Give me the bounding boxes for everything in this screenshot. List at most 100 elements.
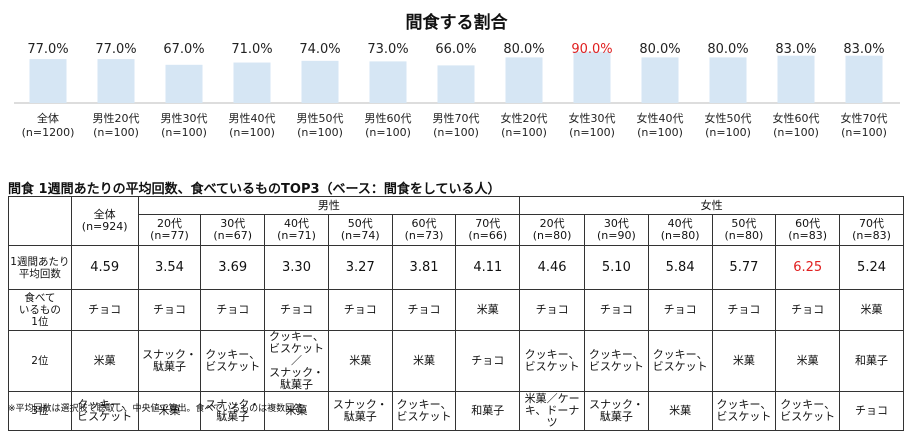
rank2-row-cell-9-line-0: クッキー、 [652, 348, 708, 361]
category-label-4-1: (n=100) [297, 126, 343, 139]
rank3-row-cell-6: 和菓子 [455, 391, 521, 431]
rank1-row-label: 食べて いるもの 1位 [8, 289, 72, 331]
avg-row-label-line-0: 1週間あたり [10, 255, 70, 268]
avg-row-cell-2-line-0: 3.69 [218, 259, 248, 275]
col-header-10: 50代 (n=80) [711, 214, 777, 246]
rank3-row-cell-2-line-0: スナック・ [205, 398, 261, 411]
category-label-0-1: (n=1200) [22, 126, 75, 139]
avg-row-cell-10-line-0: 5.77 [729, 259, 759, 275]
col-header-10-line-1: (n=80) [724, 229, 764, 242]
avg-row-cell-4: 3.27 [327, 245, 393, 290]
category-label-2-1: (n=100) [161, 126, 207, 139]
avg-row-cell-10: 5.77 [711, 245, 777, 290]
rank1-row-label-line-2: 1位 [31, 316, 49, 328]
rank3-row-cell-8: スナック・ 駄菓子 [583, 391, 649, 431]
col-header-3: 40代 (n=71) [264, 214, 329, 246]
table-heading: 間食 1週間あたりの平均回数、食べているものTOP3（ベース：間食をしている人） [8, 182, 501, 197]
group-header-row: 全体 (n=924) 男性 女性 [8, 196, 904, 246]
rank2-row-cell-1-line-0: スナック・ [142, 348, 197, 361]
rank2-row: 2位 米菓 スナック・駄菓子 クッキー、 ビスケット クッキー、 ビスケット／ スナック・ 駄菓… [8, 330, 904, 392]
rank1-row-cell-11: チョコ [775, 289, 841, 331]
rank3-row-cell-1-line-0: 米菓 [158, 404, 181, 417]
avg-row-cell-9: 5.84 [647, 245, 713, 290]
bar-1 [97, 59, 135, 103]
rank1-row-cell-10-line-0: チョコ [727, 303, 761, 316]
bar-10 [709, 57, 747, 103]
value-label-12: 83.0% [843, 42, 884, 57]
rank2-row-cell-4-line-0: 米菓 [349, 354, 372, 367]
col-header-total: 全体 (n=924) [70, 196, 139, 246]
bar-4 [301, 60, 339, 103]
rank1-row-cell-6-line-0: 米菓 [476, 303, 499, 316]
col-header-12: 70代 (n=83) [839, 214, 904, 246]
category-label-5-0: 男性60代 [365, 111, 412, 125]
rank3-row-cell-10-line-0: クッキー、 [716, 398, 772, 411]
col-header-9: 40代 (n=80) [647, 214, 713, 246]
avg-row-cell-5: 3.81 [391, 245, 457, 290]
col-header-9-line-0: 40代 [667, 217, 693, 230]
category-label-3-0: 男性40代 [229, 111, 276, 125]
rank2-row-cell-0: 米菓 [70, 330, 139, 392]
col-header-6-line-0: 70代 [475, 217, 501, 230]
value-label-9: 80.0% [639, 42, 680, 57]
rank2-row-cell-12: 和菓子 [839, 330, 904, 392]
rank3-row-cell-7-line-1: キ、ドーナツ [524, 404, 580, 429]
category-label-0-0: 全体 [37, 111, 59, 125]
rank3-row-cell-4-line-0: スナック・ [332, 398, 388, 411]
rank3-row-cell-12-line-0: チョコ [855, 404, 889, 417]
col-header-10-line-0: 50代 [731, 217, 757, 230]
value-label-0: 77.0% [27, 42, 68, 57]
rank1-row-cell-4: チョコ [327, 289, 393, 331]
col-header-11-line-1: (n=83) [788, 229, 828, 242]
avg-row-label: 1週間あたり 平均回数 [8, 245, 72, 290]
rank1-row-cell-6: 米菓 [455, 289, 521, 331]
rank2-row-cell-5-line-0: 米菓 [413, 354, 436, 367]
stats-table: 全体 (n=924) 男性 女性 20代 (n=77) 30代 (n=67) 40代 (n=… [8, 196, 904, 431]
col-header-4: 50代 (n=74) [327, 214, 393, 246]
avg-row-cell-0: 4.59 [70, 245, 139, 290]
col-header-7-line-0: 20代 [539, 217, 565, 230]
rank3-row-cell-9-line-0: 米菓 [669, 404, 692, 417]
category-label-8-0: 女性30代 [569, 111, 616, 125]
bar-7 [505, 57, 543, 103]
col-header-2-line-1: (n=67) [213, 229, 253, 242]
rank2-row-cell-10: 米菓 [711, 330, 777, 392]
rank1-row-cell-9: チョコ [647, 289, 713, 331]
age-header-row: 20代 (n=77) 30代 (n=67) 40代 (n=71) 50代 (n=74) 60代(… [9, 214, 904, 246]
rank2-row-cell-3-line-3: 駄菓子 [279, 378, 313, 391]
rank2-row-label-line-0: 2位 [31, 355, 49, 367]
col-header-12-line-0: 70代 [859, 217, 885, 230]
category-label-10-1: (n=100) [705, 126, 751, 139]
rank2-row-cell-9: クッキー、 ビスケット [647, 330, 713, 392]
bar-0 [29, 59, 67, 103]
value-label-4: 74.0% [299, 42, 340, 57]
chart-title: 間食する割合 [405, 13, 508, 33]
rank2-row-cell-0-line-0: 米菓 [93, 354, 116, 367]
category-label-1-1: (n=100) [93, 126, 139, 139]
rank3-row-cell-0-line-0: クッキー、 [77, 398, 133, 411]
col-header-9-line-1: (n=80) [660, 229, 700, 242]
avg-row-cell-5-line-0: 3.81 [409, 259, 439, 275]
col-header-8: 30代 (n=90) [583, 214, 649, 246]
rank3-row-cell-4-line-1: 駄菓子 [343, 410, 377, 423]
rank2-row-cell-3: クッキー、 ビスケット／ スナック・ 駄菓子 [264, 330, 329, 392]
rank3-row-label-line-0: 3位 [31, 405, 49, 417]
col-header-5: 60代 (n=73) [391, 214, 457, 246]
rank2-row-cell-3-line-0: クッキー、 [269, 330, 324, 343]
rank1-row-cell-5: チョコ [391, 289, 457, 331]
rank1-row-cell-4-line-0: チョコ [343, 303, 377, 316]
bar-5 [369, 61, 407, 103]
rank3-row-cell-7: 米菓／ケー キ、ドーナツ [519, 391, 585, 431]
rank2-row-cell-5: 米菓 [391, 330, 457, 392]
value-label-10: 80.0% [707, 42, 748, 57]
avg-row-cell-0-line-0: 4.59 [90, 259, 120, 275]
bar-2 [165, 64, 203, 103]
avg-row-cell-1: 3.54 [137, 245, 202, 290]
col-header-8-line-1: (n=90) [596, 229, 636, 242]
rank3-row-cell-12: チョコ [839, 391, 904, 431]
avg-row-cell-12: 5.24 [839, 245, 904, 290]
avg-row-cell-3-line-0: 3.30 [282, 259, 311, 275]
value-label-5: 73.0% [367, 42, 408, 57]
avg-row-cell-11: 6.25 [775, 245, 841, 290]
col-header-1-line-1: (n=77) [150, 229, 189, 242]
